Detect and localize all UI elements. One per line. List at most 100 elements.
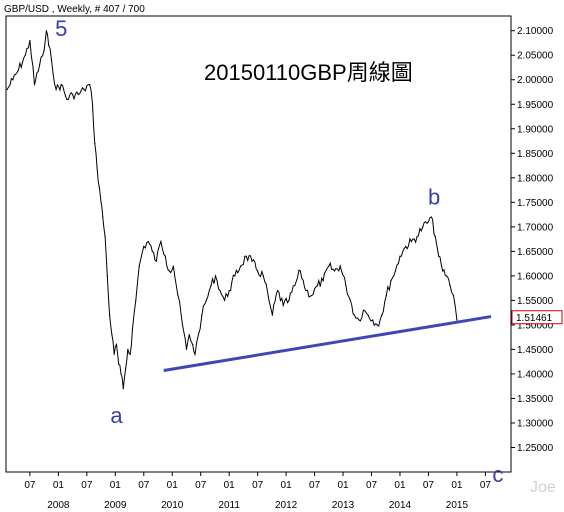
price-point — [345, 285, 347, 287]
price-point — [66, 98, 68, 100]
current-price-label: 1.51461 — [516, 313, 553, 324]
price-point — [113, 353, 115, 355]
wave-annotations: 5 a b c — [55, 16, 503, 487]
price-point — [427, 221, 430, 223]
x-tick-label: 07 — [423, 480, 435, 491]
x-tick-label: 01 — [337, 480, 349, 491]
price-point — [17, 69, 20, 71]
price-point — [294, 285, 296, 287]
price-point — [94, 142, 96, 145]
price-point — [168, 270, 170, 272]
price-point — [201, 314, 203, 316]
watermark: Joe — [530, 479, 556, 496]
price-point — [124, 368, 127, 370]
price-point — [234, 275, 236, 277]
price-point — [129, 353, 131, 355]
price-point — [276, 289, 279, 292]
current-price-box — [511, 310, 563, 325]
price-point — [288, 299, 290, 301]
price-point — [333, 270, 336, 272]
price-point — [214, 275, 217, 277]
price-point — [299, 270, 301, 272]
price-point — [6, 88, 8, 91]
x-tick-label: 07 — [366, 480, 378, 491]
current-price-tag: 1.51461 — [511, 310, 563, 325]
x-tick-label: 01 — [167, 480, 179, 491]
price-point — [131, 329, 133, 331]
price-point — [194, 353, 196, 355]
y-tick-label: 1.50000 — [517, 320, 554, 331]
series-layer — [6, 30, 458, 390]
y-tick-label: 2.00000 — [517, 75, 554, 86]
x-tick-label: 01 — [394, 480, 406, 491]
price-point — [106, 275, 108, 277]
x-tick-label: 01 — [281, 480, 293, 491]
price-point — [33, 84, 36, 86]
x-tick-label: 07 — [138, 480, 150, 491]
y-tick-label: 1.90000 — [517, 124, 554, 135]
price-point — [434, 236, 436, 238]
price-point — [305, 289, 307, 292]
price-point — [210, 285, 212, 287]
y-axis: 2.10000 2.05000 2.00000 1.95000 1.90000 1.850… — [511, 26, 554, 454]
trendline-layer — [163, 315, 492, 372]
price-point — [147, 240, 149, 243]
price-point — [188, 334, 190, 336]
price-point — [446, 275, 448, 277]
price-point — [172, 265, 174, 267]
price-point — [349, 299, 352, 301]
price-point — [115, 343, 118, 346]
x-year-label: 2012 — [275, 500, 298, 511]
price-point — [98, 187, 100, 189]
price-point — [438, 255, 440, 257]
price-point — [372, 319, 374, 321]
price-point — [228, 289, 230, 292]
price-point — [257, 270, 259, 272]
price-point — [60, 84, 62, 86]
chart-header: GBP/USD , Weekly, # 407 / 700 — [4, 4, 145, 15]
price-point — [83, 88, 85, 91]
price-point — [45, 30, 48, 32]
x-year-label: 2015 — [446, 500, 469, 511]
price-point — [177, 294, 179, 297]
price-point — [12, 79, 14, 81]
x-tick-label: 01 — [53, 480, 65, 491]
price-point — [376, 324, 378, 326]
price-point — [48, 44, 50, 47]
price-point — [100, 201, 102, 203]
price-point — [96, 167, 98, 169]
y-tick-label: 1.95000 — [517, 100, 554, 111]
price-point — [399, 255, 401, 257]
price-point — [164, 255, 167, 257]
price-point — [111, 334, 113, 336]
x-year-label: 2009 — [104, 500, 127, 511]
y-tick-label: 1.35000 — [517, 394, 554, 405]
x-tick-label: 07 — [480, 480, 492, 491]
price-point — [120, 373, 122, 375]
y-tick-label: 1.60000 — [517, 271, 554, 282]
y-tick-label: 1.70000 — [517, 222, 554, 233]
x-tick-label: 01 — [110, 480, 122, 491]
price-point — [219, 289, 221, 292]
y-tick-label: 1.45000 — [517, 345, 554, 356]
price-point — [449, 285, 451, 287]
wave-label-5: 5 — [55, 16, 67, 41]
price-point — [77, 93, 79, 96]
price-point — [328, 265, 330, 267]
wave-label-b: b — [428, 184, 440, 209]
y-tick-label: 2.05000 — [517, 51, 554, 62]
price-point — [262, 275, 264, 277]
x-tick-label: 07 — [81, 480, 93, 491]
price-point — [416, 236, 418, 238]
price-point — [50, 59, 53, 61]
plot-frame — [5, 15, 512, 473]
price-point — [38, 64, 41, 66]
price-point — [385, 294, 387, 297]
price-point — [29, 39, 31, 42]
y-tick-label: 1.25000 — [517, 443, 554, 454]
price-point — [358, 319, 360, 321]
price-point — [43, 49, 45, 51]
price-point — [430, 216, 432, 218]
price-point — [143, 245, 145, 248]
